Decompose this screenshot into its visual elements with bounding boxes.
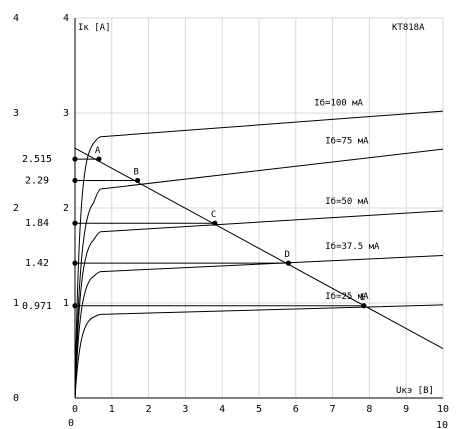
value-label: 0.971	[22, 301, 52, 312]
x-tick-label: 6	[293, 404, 299, 415]
series-curve	[74, 304, 444, 399]
x-tick-label: 0	[72, 404, 78, 415]
axis-marker	[72, 156, 78, 162]
value-label: 2.29	[25, 175, 49, 186]
series-curve	[74, 110, 444, 399]
x-tick-label: 10	[437, 404, 449, 415]
point-label: B	[134, 167, 139, 177]
value-label: 1.84	[25, 218, 49, 229]
y-tick-label: 3	[13, 108, 19, 119]
x-tick-label: 2	[146, 404, 152, 415]
series-label: Iб=75 мА	[325, 135, 369, 146]
chart-title: КТ818А	[392, 23, 425, 33]
x-tick-label: 4	[219, 404, 225, 415]
y-tick-label: 0	[13, 393, 19, 404]
point-label: A	[95, 146, 101, 156]
y-tick-label: 1	[13, 298, 19, 309]
axis-marker	[72, 303, 78, 309]
x-tick-label: 9	[403, 404, 409, 415]
curves	[74, 110, 444, 399]
axis-marker	[72, 260, 78, 266]
value-label: 1.42	[25, 258, 49, 269]
corner-label-bottom-left: 0	[68, 418, 74, 429]
x-tick-label: 7	[330, 404, 336, 415]
operating-point	[361, 303, 367, 309]
axis-marker	[72, 220, 78, 226]
axis-marker	[72, 177, 78, 184]
point-label: E	[360, 293, 365, 303]
operating-points	[72, 156, 367, 309]
x-tick-label: 3	[182, 404, 188, 415]
series-curve	[74, 210, 444, 399]
y-tick-label-inner: 2	[63, 203, 69, 214]
y-tick-label-inner: 3	[63, 108, 69, 119]
chart-texts: КТ818А Iк [А] Uкэ [В] 0 10 0 1 2 3 4 5 6 7 8 9 100…	[13, 13, 449, 429]
x-tick-label: 8	[366, 404, 372, 415]
grid	[75, 17, 444, 398]
y-tick-label: 4	[13, 13, 19, 24]
operating-point	[96, 156, 102, 162]
series-curve	[74, 148, 444, 399]
corner-label-bottom-right: 10	[436, 420, 448, 429]
x-axis-label: Uкэ [В]	[396, 386, 434, 396]
y-axis-label: Iк [А]	[78, 23, 111, 33]
x-tick-label: 1	[109, 404, 115, 415]
series-curve	[74, 255, 444, 399]
axes	[74, 18, 443, 399]
value-label: 2.515	[22, 154, 52, 165]
y-tick-label: 2	[13, 203, 19, 214]
series-label: Iб=37.5 мА	[325, 241, 380, 252]
y-tick-label-inner: 1	[63, 298, 69, 309]
operating-point	[134, 177, 141, 184]
point-label: D	[284, 250, 289, 260]
point-label: C	[211, 210, 216, 220]
y-tick-label-inner: 4	[63, 13, 69, 24]
series-label: Iб=25 мА	[325, 291, 369, 302]
operating-point	[212, 220, 218, 226]
x-tick-label: 5	[256, 404, 262, 415]
series-label: Iб=50 мА	[325, 196, 369, 207]
operating-point	[285, 260, 292, 266]
series-label: Iб=100 мА	[314, 97, 363, 108]
